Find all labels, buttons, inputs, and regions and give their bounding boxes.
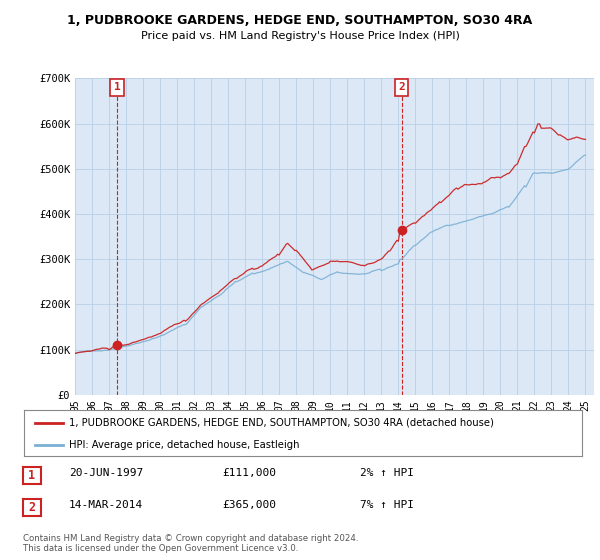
Text: 1: 1: [28, 469, 35, 482]
Text: Contains HM Land Registry data © Crown copyright and database right 2024.
This d: Contains HM Land Registry data © Crown c…: [23, 534, 358, 553]
Text: £365,000: £365,000: [222, 500, 276, 510]
Text: Price paid vs. HM Land Registry's House Price Index (HPI): Price paid vs. HM Land Registry's House …: [140, 31, 460, 41]
Text: 1: 1: [113, 82, 121, 92]
Text: 2: 2: [398, 82, 405, 92]
Text: HPI: Average price, detached house, Eastleigh: HPI: Average price, detached house, East…: [68, 440, 299, 450]
Text: 2% ↑ HPI: 2% ↑ HPI: [360, 468, 414, 478]
Text: £111,000: £111,000: [222, 468, 276, 478]
Text: 2: 2: [28, 501, 35, 514]
Text: 7% ↑ HPI: 7% ↑ HPI: [360, 500, 414, 510]
Text: 14-MAR-2014: 14-MAR-2014: [69, 500, 143, 510]
Text: 1, PUDBROOKE GARDENS, HEDGE END, SOUTHAMPTON, SO30 4RA (detached house): 1, PUDBROOKE GARDENS, HEDGE END, SOUTHAM…: [68, 418, 494, 428]
Text: 20-JUN-1997: 20-JUN-1997: [69, 468, 143, 478]
Text: 1, PUDBROOKE GARDENS, HEDGE END, SOUTHAMPTON, SO30 4RA: 1, PUDBROOKE GARDENS, HEDGE END, SOUTHAM…: [67, 14, 533, 27]
